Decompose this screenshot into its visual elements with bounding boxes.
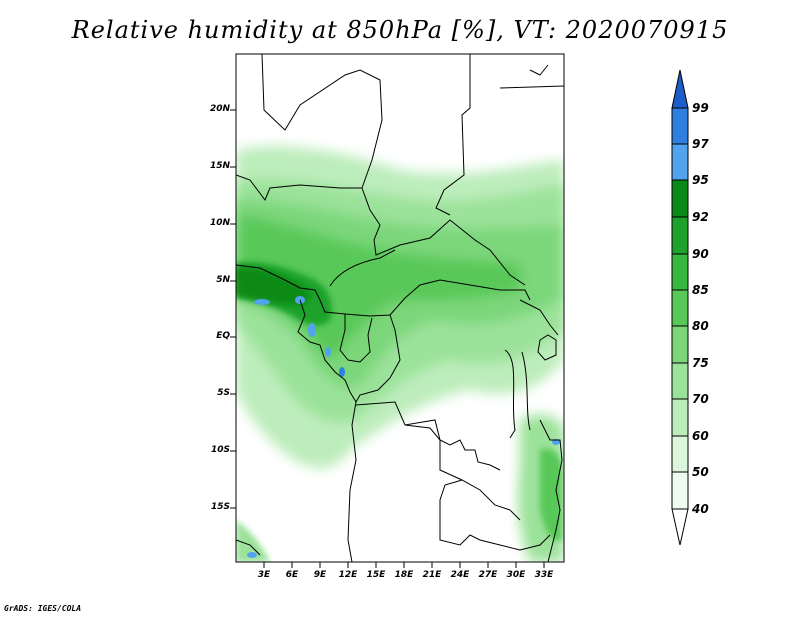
lat-label-20n: 20N	[209, 104, 230, 114]
lon-label-12e: 12E	[338, 570, 358, 580]
lon-label-9e: 9E	[313, 570, 327, 580]
lat-ticks	[230, 109, 236, 509]
colorbar-top-arrow	[671, 69, 689, 109]
colorbar-label-50: 50	[692, 465, 709, 479]
colorbar-label-97: 97	[692, 137, 709, 151]
colorbar-label-85: 85	[692, 283, 709, 297]
colorbar-label-80: 80	[692, 319, 709, 333]
chart-title: Relative humidity at 850hPa [%], VT: 202…	[71, 16, 729, 44]
lon-label-18e: 18E	[394, 570, 414, 580]
colorbar-label-40: 40	[692, 502, 709, 516]
lon-label-6e: 6E	[285, 570, 299, 580]
colorbar-label-70: 70	[692, 392, 709, 406]
lat-label-5n: 5N	[216, 275, 230, 285]
colorbar-label-60: 60	[692, 429, 709, 443]
lon-label-24e: 24E	[450, 570, 470, 580]
lat-label-10n: 10N	[209, 218, 230, 228]
colorbar-label-99: 99	[692, 101, 709, 115]
lon-label-21e: 21E	[422, 570, 442, 580]
colorbar-label-95: 95	[692, 173, 709, 187]
software-credit: GrADS: IGES/COLA	[4, 604, 82, 613]
lat-label-10s: 10S	[210, 445, 230, 455]
colorbar-bottom-arrow	[671, 508, 689, 546]
map-frame	[235, 53, 565, 563]
lat-label-15s: 15S	[210, 502, 230, 512]
lon-ticks	[263, 562, 545, 568]
colorbar-label-90: 90	[692, 247, 709, 261]
colorbar-label-75: 75	[692, 356, 709, 370]
lat-label-15n: 15N	[209, 161, 230, 171]
colorbar-label-92: 92	[692, 210, 709, 224]
lon-label-15e: 15E	[366, 570, 386, 580]
humidity-field	[236, 54, 564, 562]
lon-label-30e: 30E	[506, 570, 526, 580]
lat-label-eq: EQ	[216, 331, 230, 341]
country-borders	[236, 54, 564, 562]
lon-label-33e: 33E	[534, 570, 554, 580]
lon-label-27e: 27E	[478, 570, 498, 580]
colorbar	[671, 69, 689, 546]
lon-label-3e: 3E	[257, 570, 271, 580]
lat-label-5s: 5S	[217, 388, 230, 398]
